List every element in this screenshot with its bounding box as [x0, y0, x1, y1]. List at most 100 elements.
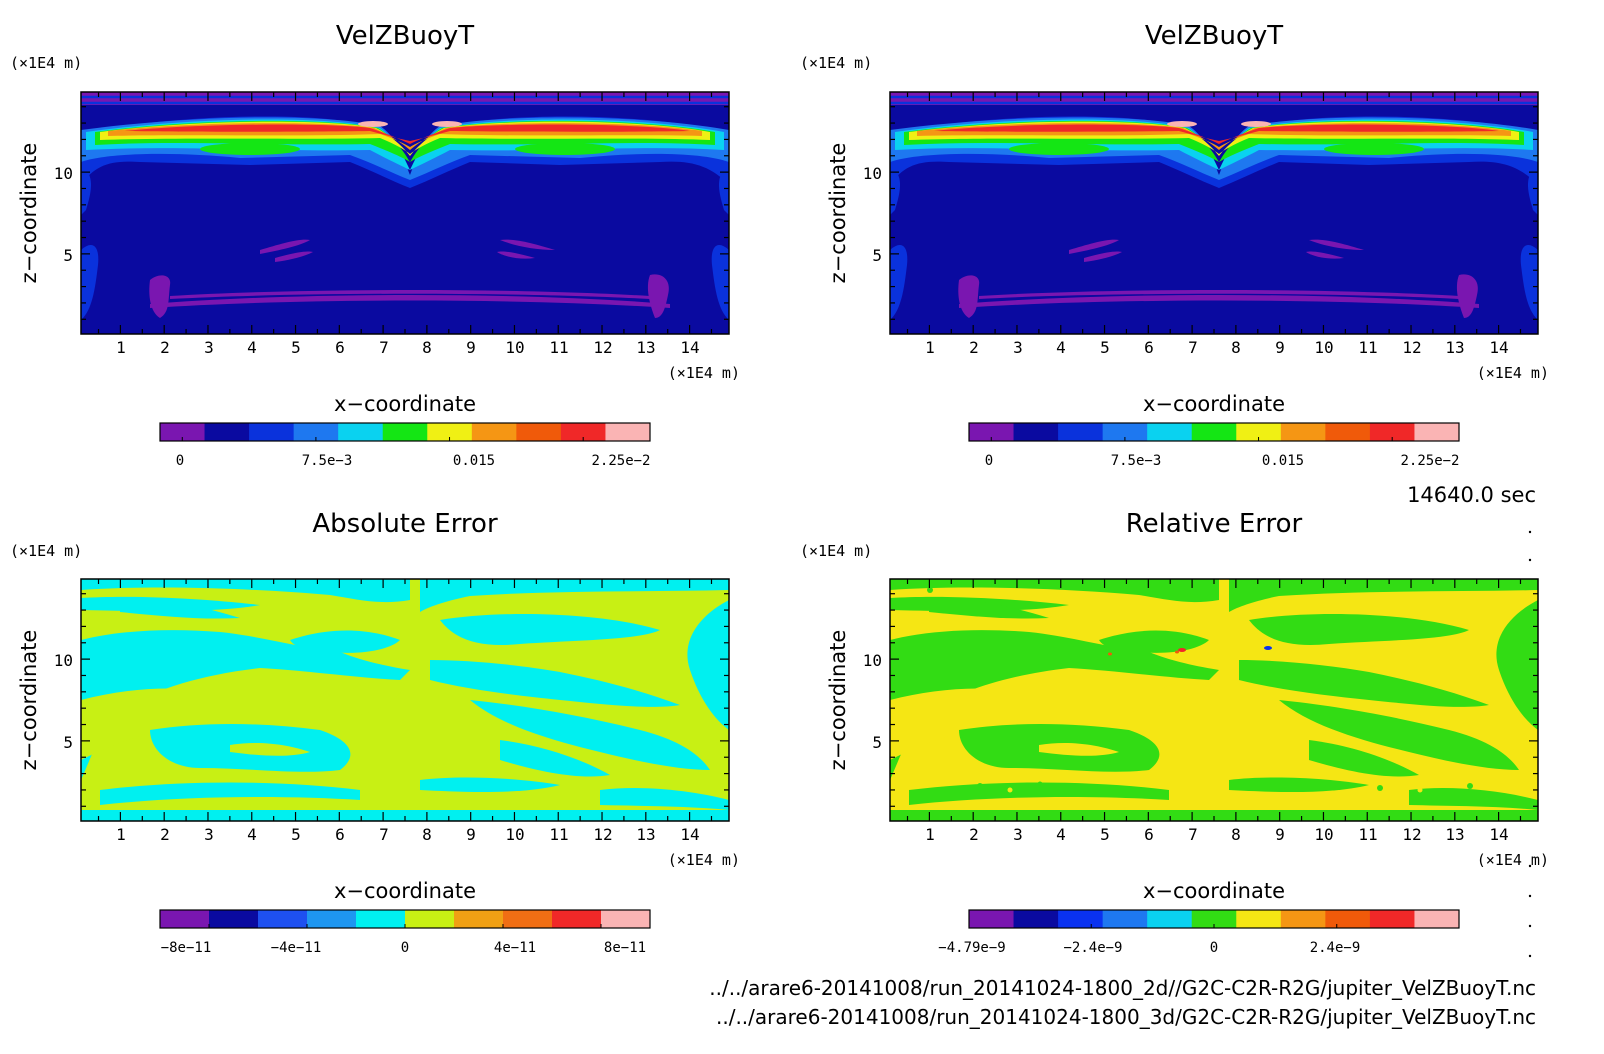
x-tick-label: 4 — [1056, 825, 1066, 844]
colorbar-swatch — [1191, 423, 1237, 441]
x-tick-label: 13 — [636, 825, 655, 844]
x-tick-label: 1 — [116, 825, 126, 844]
x-axis-label: x−coordinate — [1143, 879, 1285, 903]
colorbar-tick-label: −4.79e−9 — [938, 940, 1005, 956]
x-unit-label: (×1E4 m) — [1477, 851, 1549, 869]
x-tick-labels: 1 2 3 4 5 6 7 8 9 10 11 12 13 14 — [116, 825, 699, 844]
colorbar-swatch — [1013, 423, 1059, 441]
x-tick-label: 1 — [925, 338, 935, 357]
x-tick-label: 14 — [680, 338, 699, 357]
panel-relative-error: Relative Error (×1E4 m) — [800, 509, 1549, 956]
x-tick-label: 3 — [204, 338, 214, 357]
colorbar-swatch — [160, 423, 206, 441]
colorbar-tick-label: 0 — [985, 453, 993, 469]
panel-title: VelZBuoyT — [1145, 21, 1283, 51]
z-tick-label: 10 — [863, 651, 882, 670]
x-tick-label: 10 — [1314, 825, 1333, 844]
axis-ticks — [81, 579, 729, 821]
axis-ticks — [890, 579, 1538, 821]
panel-absolute-error: Absolute Error (×1E4 m) 1 — [10, 509, 740, 956]
x-tick-label: 13 — [1445, 338, 1464, 357]
source-file-label-1: ../../arare6-20141008/run_20141024-1800_… — [709, 976, 1536, 1000]
colorbar-tick-label: 2.4e−9 — [1310, 940, 1361, 956]
y-axis-label: z−coordinate — [17, 143, 41, 284]
x-tick-label: 5 — [291, 825, 301, 844]
x-tick-label: 1 — [925, 825, 935, 844]
colorbar-swatch — [1414, 423, 1460, 441]
error-speckles — [927, 587, 1523, 793]
colorbar-swatch — [1147, 423, 1193, 441]
x-tick-label: 2 — [160, 338, 170, 357]
plot-area — [890, 579, 1538, 821]
panel-velz-2d: VelZBuoyT (×1E4 m) — [10, 21, 740, 469]
x-tick-label: 14 — [1489, 825, 1508, 844]
x-tick-label: 12 — [593, 825, 612, 844]
x-tick-label: 2 — [160, 825, 170, 844]
z-tick-label: 10 — [54, 651, 73, 670]
colorbar-swatch — [503, 910, 553, 928]
colorbar-tick-label: 0 — [176, 453, 184, 469]
z-tick-label: 5 — [63, 733, 73, 752]
x-tick-label: 12 — [1402, 825, 1421, 844]
panel-title: Absolute Error — [312, 509, 498, 539]
colorbar-swatch — [1369, 910, 1415, 928]
x-tick-label: 3 — [1013, 825, 1023, 844]
colorbar-swatch — [1191, 910, 1237, 928]
x-tick-labels: 1 2 3 4 5 6 7 8 9 10 11 12 13 14 — [116, 338, 699, 357]
x-tick-label: 7 — [379, 825, 389, 844]
margin-dots — [1528, 530, 1532, 958]
colorbar-swatch — [209, 910, 259, 928]
panel-title: Relative Error — [1126, 509, 1303, 539]
x-tick-label: 6 — [1144, 825, 1154, 844]
colorbar-swatch — [969, 910, 1015, 928]
colorbar-tick-label: 2.25e−2 — [591, 453, 650, 469]
x-tick-label: 12 — [1402, 338, 1421, 357]
colorbar-swatch — [516, 423, 562, 441]
colorbar-tick-label: 0.015 — [1262, 453, 1304, 469]
colorbar-swatch — [471, 423, 517, 441]
y-axis-label: z−coordinate — [826, 143, 850, 284]
x-unit-label: (×1E4 m) — [668, 851, 740, 869]
x-unit-label: (×1E4 m) — [1477, 364, 1549, 382]
time-label: 14640.0 sec — [1407, 483, 1536, 507]
colorbar-swatch — [605, 423, 651, 441]
colorbar-tick-label: 0.015 — [453, 453, 495, 469]
x-tick-label: 13 — [636, 338, 655, 357]
colorbar-tick-label: 2.25e−2 — [1400, 453, 1459, 469]
x-axis-label: x−coordinate — [1143, 392, 1285, 416]
z-tick-label: 5 — [63, 246, 73, 265]
colorbar-swatch — [1369, 423, 1415, 441]
axis-ticks — [81, 92, 729, 334]
x-tick-label: 11 — [549, 338, 568, 357]
colorbar-swatch — [1147, 910, 1193, 928]
x-tick-label: 8 — [422, 825, 432, 844]
panel-title: VelZBuoyT — [336, 21, 474, 51]
plot-area — [890, 92, 1538, 334]
colorbar-tick-label: 4e−11 — [494, 940, 536, 956]
colorbar-swatch — [601, 910, 651, 928]
source-file-label-2: ../../arare6-20141008/run_20141024-1800_… — [716, 1005, 1536, 1029]
colorbar — [968, 909, 1460, 929]
colorbar — [159, 909, 651, 929]
plot-area — [81, 92, 729, 334]
colorbar-swatch — [338, 423, 384, 441]
z-unit-label: (×1E4 m) — [800, 54, 872, 72]
x-tick-label: 7 — [379, 338, 389, 357]
colorbar-swatch — [427, 423, 473, 441]
x-tick-label: 4 — [247, 825, 257, 844]
x-tick-label: 10 — [1314, 338, 1333, 357]
x-unit-label: (×1E4 m) — [668, 364, 740, 382]
x-tick-label: 6 — [335, 825, 345, 844]
x-tick-label: 5 — [1100, 825, 1110, 844]
x-tick-label: 6 — [335, 338, 345, 357]
x-tick-label: 2 — [969, 338, 979, 357]
colorbar — [159, 422, 651, 442]
colorbar-swatch — [258, 910, 308, 928]
x-tick-label: 6 — [1144, 338, 1154, 357]
z-unit-label: (×1E4 m) — [10, 54, 82, 72]
z-tick-label: 5 — [872, 246, 882, 265]
x-tick-label: 7 — [1188, 338, 1198, 357]
z-unit-label: (×1E4 m) — [10, 542, 82, 560]
x-tick-label: 8 — [422, 338, 432, 357]
x-tick-label: 5 — [1100, 338, 1110, 357]
